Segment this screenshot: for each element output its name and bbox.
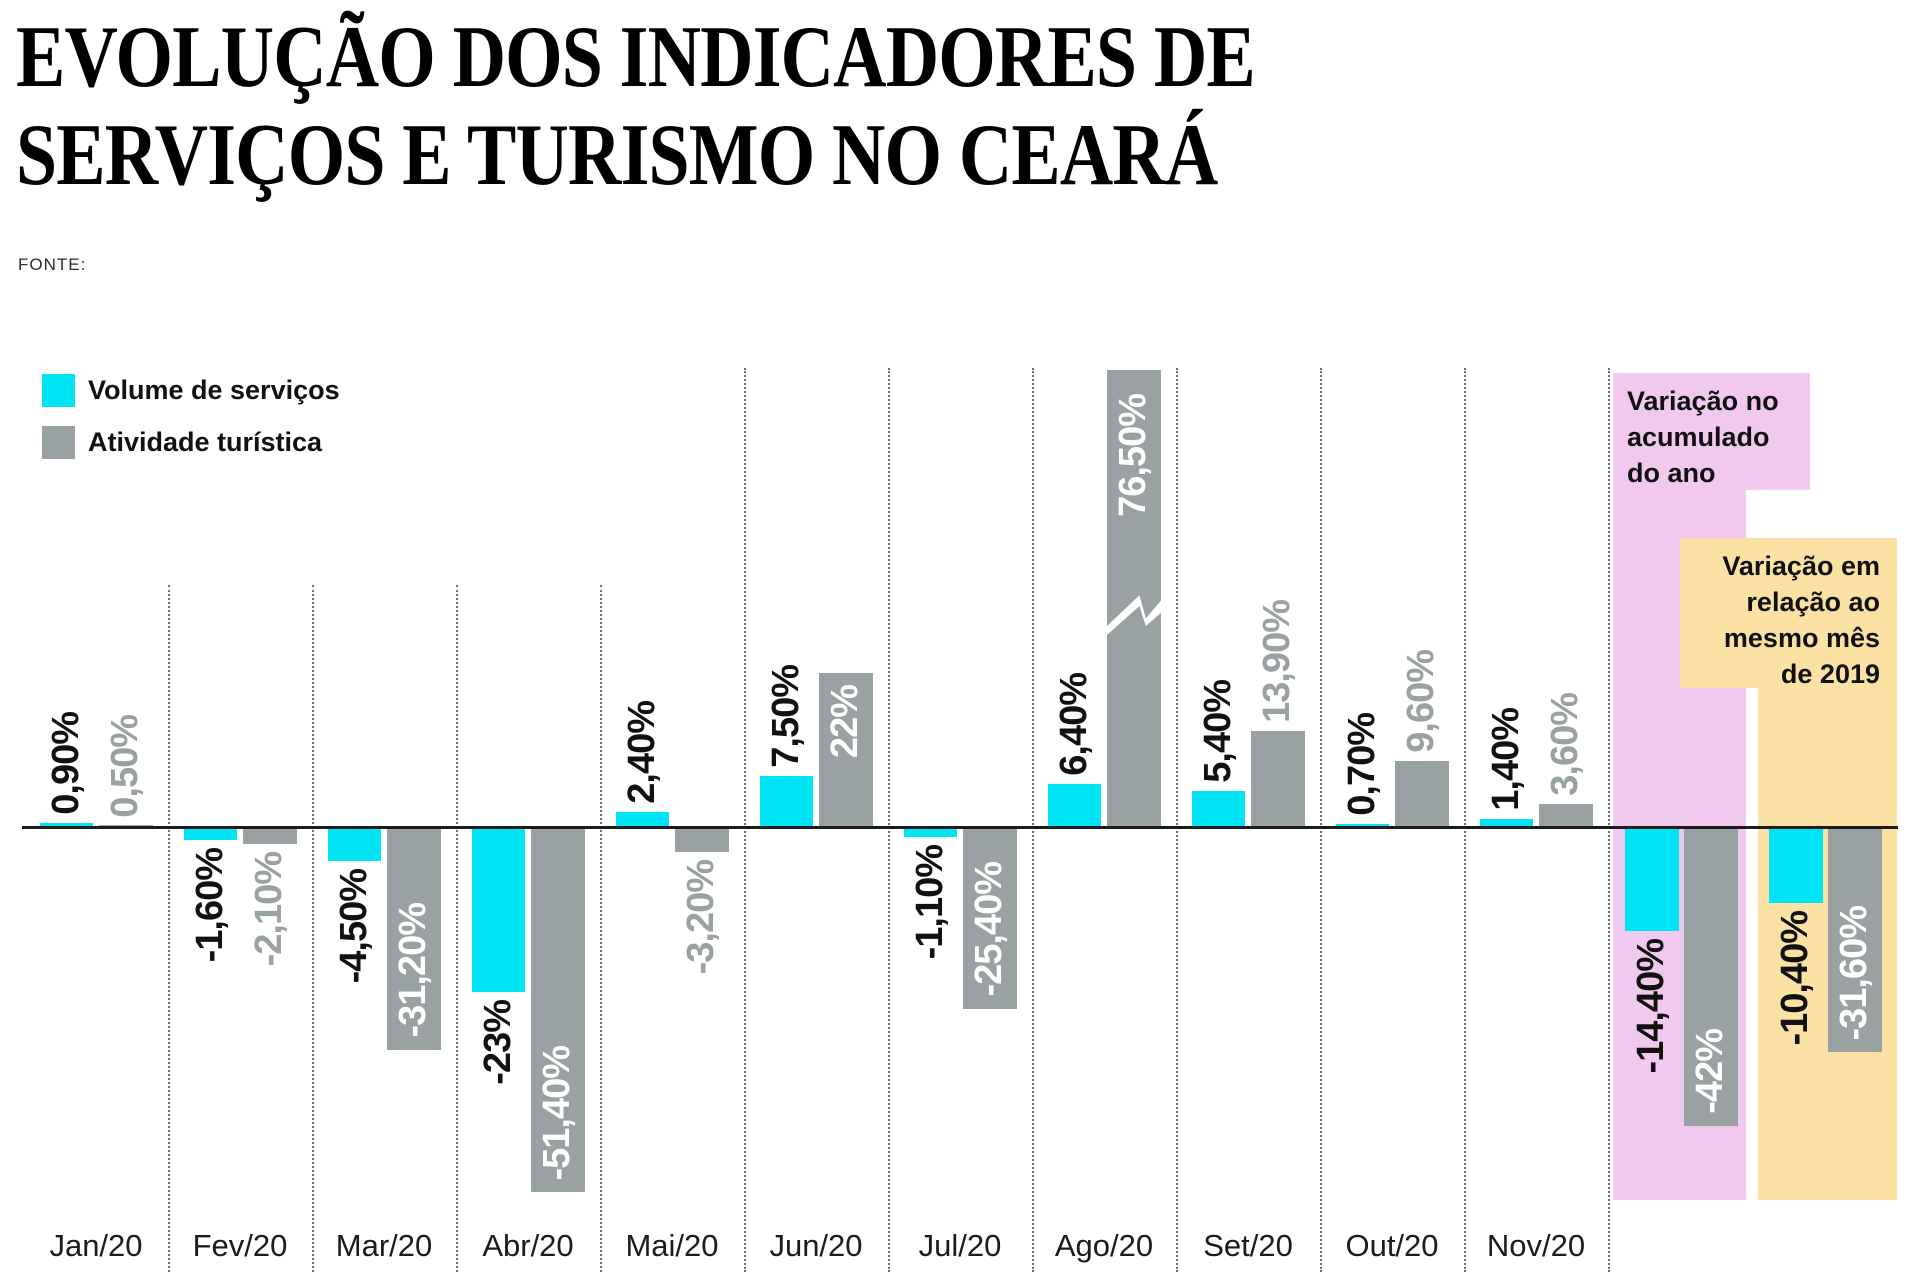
bar-tourism-Out/20 [1395,761,1449,829]
x-axis-label: Jun/20 [769,1228,863,1263]
value-label-services-annotation-1: -10,40% [1774,910,1816,1046]
column-separator-line [600,585,602,1272]
x-axis-label: Set/20 [1203,1228,1293,1263]
column-separator-line [888,368,890,1272]
value-label-services-Mai/20: 2,40% [620,701,663,805]
bar-services-annotation-0 [1625,829,1679,931]
x-axis-label: Ago/20 [1054,1228,1154,1263]
bar-services-Set/20 [1192,790,1245,829]
bar-services-Nov/20 [1480,819,1533,829]
bar-tourism-Set/20 [1251,730,1305,829]
source-label: FONTE: [18,255,87,274]
column-separator-line [168,585,170,1272]
value-label-services-Set/20: 5,40% [1196,680,1239,783]
bar-tourism-Mar/20 [387,829,441,1050]
yoy-variation-title: Variação em relação ao mesmo mês de 2019 [1722,551,1880,689]
bar-tourism-annotation-1 [1828,829,1882,1053]
column-separator-line [1464,368,1466,1272]
x-axis-label: Abr/20 [482,1228,574,1263]
x-axis-label: Out/20 [1345,1228,1439,1263]
value-label-services-Fev/20: -1,60% [188,848,231,963]
value-label-services-annotation-0: -14,40% [1630,938,1672,1074]
bar-services-Fev/20 [184,829,237,841]
zero-axis-line [22,826,1898,829]
column-separator-line [456,585,458,1272]
value-label-tourism-Set/20: 13,90% [1256,599,1298,723]
page-title-line-2: SERVIÇOS E TURISMO NO CEARÁ [16,107,1218,204]
bar-services-Mar/20 [328,829,381,861]
value-label-tourism-Jul/20: -25,40% [968,862,1010,997]
bar-tourism-Fev/20 [243,829,297,844]
page-title-line-1: EVOLUÇÃO DOS INDICADORES DE [16,9,1256,106]
value-label-tourism-annotation-0: -42% [1689,1029,1731,1114]
value-label-services-Jun/20: 7,50% [764,665,807,768]
bar-services-Jul/20 [904,829,957,837]
value-label-tourism-annotation-1: -31,60% [1833,905,1875,1041]
bar-services-Abr/20 [472,829,525,992]
legend-label-services: Volume de serviços [88,375,340,405]
column-separator-line [744,368,746,1272]
x-axis-label: Jul/20 [918,1228,1002,1263]
value-label-tourism-Nov/20: 3,60% [1544,692,1586,796]
value-label-services-Jul/20: -1,10% [908,844,951,960]
x-axis-label: Jan/20 [49,1228,143,1263]
bar-services-Jun/20 [760,775,813,829]
accumulated-variation-panel-header [1613,373,1810,490]
value-label-services-Jan/20: 0,90% [44,711,87,815]
value-label-tourism-Mar/20: -31,20% [392,903,434,1038]
bar-tourism-Nov/20 [1539,803,1593,829]
legend-swatch-services-icon [42,374,75,407]
value-label-tourism-Jan/20: 0,50% [104,714,146,818]
column-separator-line [1320,368,1322,1272]
value-label-services-Abr/20: -23% [476,999,519,1085]
value-label-tourism-Out/20: 9,60% [1400,650,1442,754]
value-label-tourism-Abr/20: -51,40% [536,1045,578,1181]
bar-services-Jan/20 [40,822,93,829]
bar-services-annotation-1 [1769,829,1823,903]
value-label-tourism-Ago/20: 76,50% [1112,394,1154,517]
column-separator-line [1608,368,1610,1272]
value-label-services-Ago/20: 6,40% [1052,673,1095,776]
bar-tourism-Jun/20 [819,673,873,829]
value-label-tourism-Mai/20: -3,20% [680,859,722,975]
column-separator-line [312,585,314,1272]
x-axis-label: Mar/20 [335,1228,433,1263]
x-axis-label: Mai/20 [625,1228,719,1263]
bar-tourism-Mai/20 [675,829,729,852]
value-label-services-Nov/20: 1,40% [1484,708,1527,812]
column-separator-line [1032,368,1034,1272]
bar-tourism-Jul/20 [963,829,1017,1009]
x-axis-label: Nov/20 [1486,1228,1586,1263]
accumulated-variation-title: Variação no acumulado do ano [1627,386,1779,488]
x-axis-label: Fev/20 [192,1228,288,1263]
bar-tourism-Abr/20 [531,829,585,1193]
column-separator-line [1176,368,1178,1272]
value-label-tourism-Jun/20: 22% [824,685,866,759]
value-label-services-Mar/20: -4,50% [332,868,375,984]
bar-services-Ago/20 [1048,783,1101,829]
value-label-tourism-Fev/20: -2,10% [248,851,290,967]
value-label-services-Out/20: 0,70% [1340,713,1383,817]
bar-tourism-annotation-0 [1684,829,1738,1126]
legend-label-tourism: Atividade turística [88,427,323,457]
bar-services-Mai/20 [616,812,669,829]
bar-tourism-Ago/20-lower-segment [1107,606,1161,829]
yoy-variation-panel-header [1680,538,1897,688]
legend-swatch-tourism-icon [42,426,75,459]
bar-tourism-Ago/20-upper-segment [1107,370,1161,626]
